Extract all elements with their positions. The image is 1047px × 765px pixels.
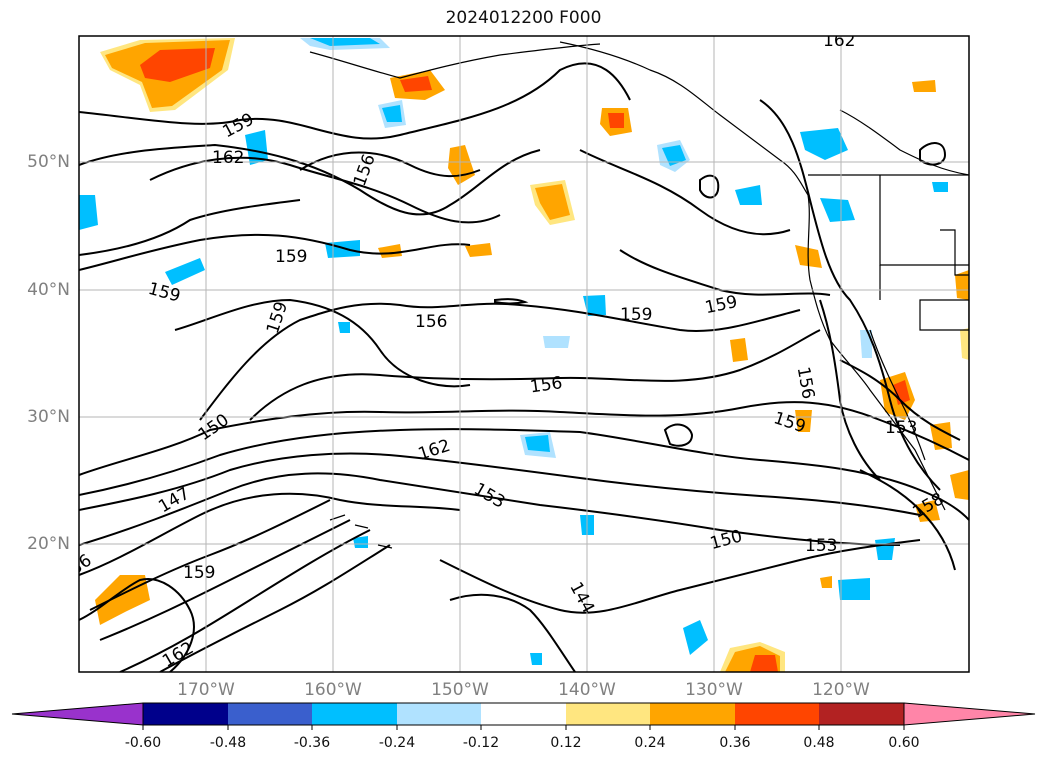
map-frame (78, 35, 970, 673)
lon-label: 130°W (685, 680, 743, 700)
contour-label: 153 (885, 418, 917, 438)
contour-label: 150 (708, 526, 745, 554)
colorbar-tick-label: 0.24 (634, 735, 666, 751)
lat-label: 40°N (27, 280, 70, 300)
contour-label: 156 (415, 312, 447, 332)
contour-label: 156 (793, 365, 818, 400)
colorbar-extend-high (903, 702, 1036, 726)
lon-label: 120°W (812, 680, 870, 700)
colorbar-segment (735, 703, 819, 725)
height-contours (79, 62, 969, 672)
contour-label: 159 (146, 279, 183, 307)
colorbar-tick-label: -0.24 (378, 735, 416, 751)
colorbar-extend-low (11, 702, 144, 726)
contour-label: 156 (529, 373, 564, 397)
contour-label: 159 (183, 563, 215, 583)
colorbar-segment (397, 703, 481, 725)
contour-label: 159 (275, 247, 307, 267)
contour-label: 156 (350, 152, 380, 189)
colorbar-segment (650, 703, 735, 725)
colorbar-segment (312, 703, 397, 725)
contour-label: 159 (620, 305, 652, 325)
lon-label: 160°W (304, 680, 362, 700)
colorbar-segment (143, 703, 228, 725)
lon-label: 150°W (431, 680, 489, 700)
lat-label: 20°N (27, 534, 70, 554)
contour-label: 156 (58, 551, 96, 586)
graticule (79, 36, 969, 672)
colorbar-tick-label: 0.12 (550, 735, 582, 751)
contour-label: 159 (703, 292, 739, 318)
colorbar-segment (228, 703, 312, 725)
map-title: 2024012200 F000 (445, 8, 602, 28)
colorbar-tick-label: -0.48 (209, 735, 247, 751)
colorbar-tick-label: 0.48 (803, 735, 835, 751)
colorbar-tick-label: -0.60 (124, 735, 162, 751)
colorbar-segment (566, 703, 650, 725)
lat-label: 30°N (27, 407, 70, 427)
colorbar-tick-label: 0.60 (888, 735, 920, 751)
lon-label: 140°W (558, 680, 616, 700)
map-plot-area: 162 159 162 156 159 159 159 156 159 159 … (58, 31, 969, 672)
colorbar-tick-label: -0.12 (462, 735, 500, 751)
contour-label: 153 (805, 536, 837, 556)
contour-label: 162 (212, 148, 244, 168)
colorbar (11, 702, 1036, 730)
colorbar-segment (819, 703, 904, 725)
colorbar-tick-label: -0.36 (293, 735, 331, 751)
colorbar-segment (481, 703, 566, 725)
contour-label: 153 (470, 479, 508, 513)
lat-label: 50°N (27, 152, 70, 172)
contour-labels: 162 159 162 156 159 159 159 156 159 159 … (58, 31, 948, 672)
contour-label: 159 (263, 299, 292, 336)
coastlines (309, 41, 969, 549)
lon-label: 170°W (177, 680, 235, 700)
contour-label: 150 (195, 410, 233, 445)
contour-label: 162 (823, 31, 855, 51)
colorbar-tick-label: 0.36 (719, 735, 751, 751)
